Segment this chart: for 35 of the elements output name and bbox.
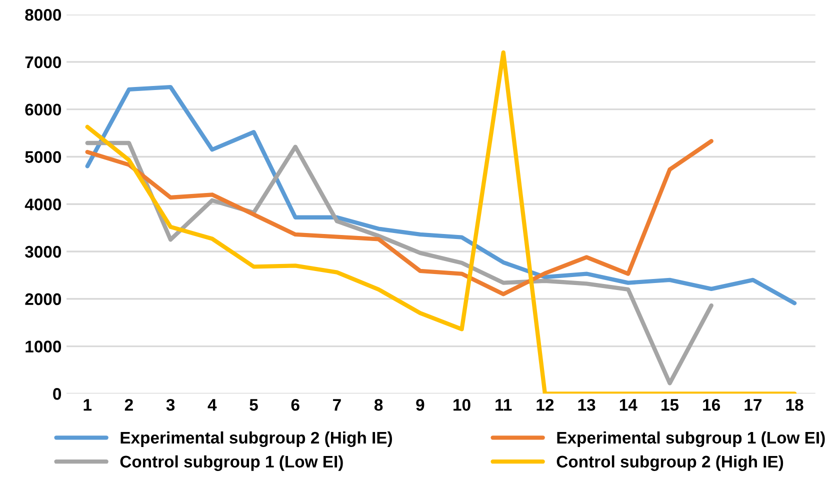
x-tick-label: 13 xyxy=(578,398,596,411)
y-tick-label: 1000 xyxy=(26,340,62,352)
legend-label: Control subgroup 2 (High IE) xyxy=(556,455,784,471)
legend-label: Experimental subgroup 2 (High IE) xyxy=(120,431,392,448)
x-tick-label: 15 xyxy=(662,399,679,411)
line-series xyxy=(85,140,714,386)
line-series xyxy=(85,139,714,296)
x-tick-label: 2 xyxy=(124,398,133,411)
y-tick-label: 0 xyxy=(53,388,62,400)
y-tick-label: 6000 xyxy=(25,104,62,116)
y-tick-label: 2000 xyxy=(25,293,62,306)
x-tick-label: 16 xyxy=(703,398,720,411)
line-series xyxy=(85,84,797,306)
x-tick-label: 7 xyxy=(333,399,341,411)
x-tick-label: 5 xyxy=(250,399,258,411)
x-tick-label: 3 xyxy=(166,398,175,411)
line-series xyxy=(85,50,797,394)
y-tick-label: 7000 xyxy=(25,56,62,68)
legend-label: Experimental subgroup 1 (Low EI) xyxy=(557,431,825,448)
y-tick-label: 8000 xyxy=(25,8,62,21)
x-tick-label: 11 xyxy=(496,399,512,411)
x-tick-label: 17 xyxy=(744,399,762,411)
x-tick-label: 12 xyxy=(536,398,554,411)
x-tick-label: 14 xyxy=(620,399,638,411)
legend-label: Control subgroup 1 (Low EI) xyxy=(120,455,343,471)
x-tick-label: 9 xyxy=(416,398,424,411)
y-tick-label: 5000 xyxy=(25,151,62,163)
x-tick-label: 6 xyxy=(291,398,300,411)
y-tick-label: 3000 xyxy=(25,246,62,258)
x-tick-label: 18 xyxy=(786,398,804,411)
x-tick-label: 1 xyxy=(84,399,92,411)
x-tick-label: 8 xyxy=(374,398,383,411)
y-tick-label: 4000 xyxy=(24,198,62,210)
x-tick-label: 10 xyxy=(454,398,470,411)
x-tick-label: 4 xyxy=(208,399,217,411)
